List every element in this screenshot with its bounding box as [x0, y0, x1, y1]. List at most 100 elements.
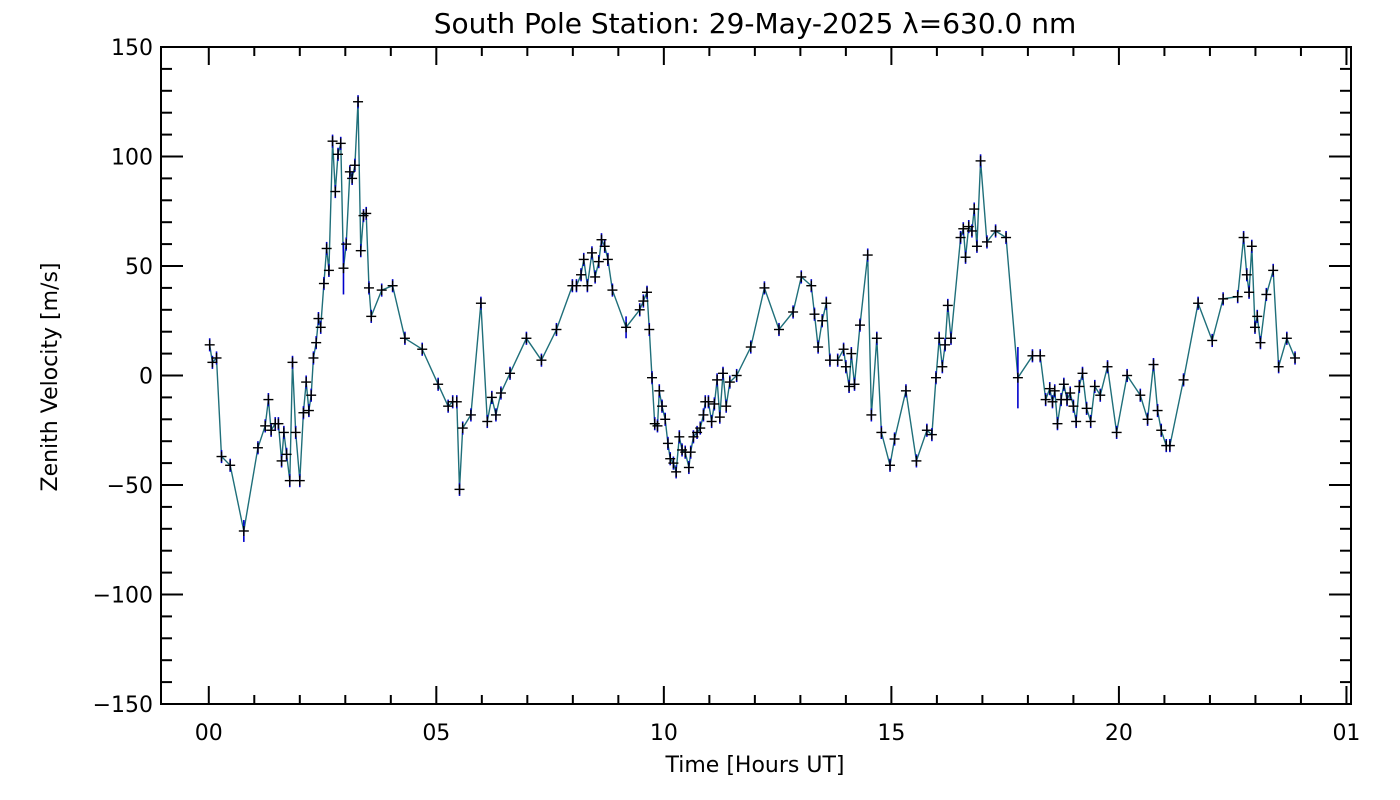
data-point	[330, 186, 341, 197]
data-point	[311, 337, 322, 348]
data-point	[207, 357, 218, 368]
data-point	[451, 396, 462, 407]
data-point	[871, 333, 882, 344]
y-tick-label: 0	[139, 365, 153, 390]
data-point	[1068, 401, 1079, 412]
data-point	[355, 245, 366, 256]
x-axis-label: Time [Hours UT]	[665, 753, 845, 778]
data-point	[1102, 361, 1113, 372]
data-point	[714, 412, 725, 423]
data-point	[634, 304, 645, 315]
data-point	[866, 409, 877, 420]
data-point	[1095, 390, 1106, 401]
data-point	[1252, 311, 1263, 322]
data-point	[840, 361, 851, 372]
data-point	[885, 460, 896, 471]
data-point	[1255, 337, 1266, 348]
data-point	[695, 423, 706, 434]
data-point	[647, 372, 658, 383]
data-point	[1081, 403, 1092, 414]
data-point	[321, 243, 332, 254]
data-point	[1040, 394, 1051, 405]
data-point	[862, 250, 873, 261]
data-point	[724, 377, 735, 388]
y-tick-label: 150	[111, 36, 153, 61]
data-point	[657, 401, 668, 412]
data-point	[838, 344, 849, 355]
data-point	[1085, 416, 1096, 427]
data-point	[1058, 379, 1069, 390]
data-point	[333, 149, 344, 160]
data-point	[817, 315, 828, 326]
y-tick-label: 100	[111, 146, 153, 171]
data-point	[1290, 352, 1301, 363]
data-point	[366, 311, 377, 322]
data-point	[638, 296, 649, 307]
series-velocity	[204, 95, 1301, 542]
data-point	[1232, 291, 1243, 302]
data-point	[1148, 359, 1159, 370]
x-tick-label: 05	[422, 721, 450, 746]
data-point	[990, 225, 1001, 236]
data-point	[1268, 265, 1279, 276]
data-point	[745, 342, 756, 353]
data-point	[349, 160, 360, 171]
data-point	[536, 355, 547, 366]
data-point	[773, 324, 784, 335]
data-point	[1065, 388, 1076, 399]
data-point	[344, 166, 355, 177]
data-point	[846, 348, 857, 359]
data-point	[966, 225, 977, 236]
data-point	[263, 394, 274, 405]
data-point	[1049, 385, 1060, 396]
y-tick-label: −150	[93, 693, 153, 718]
data-point	[1218, 293, 1229, 304]
data-point	[718, 368, 729, 379]
data-point	[940, 339, 951, 350]
x-tick-label: 15	[877, 721, 905, 746]
data-point	[1249, 322, 1260, 333]
data-point	[926, 429, 937, 440]
data-point	[347, 173, 358, 184]
data-point	[323, 265, 334, 276]
data-point	[301, 377, 312, 388]
data-point	[387, 280, 398, 291]
data-point	[930, 372, 941, 383]
data-point	[971, 241, 982, 252]
data-point	[399, 333, 410, 344]
data-point	[1044, 383, 1055, 394]
data-point	[960, 252, 971, 263]
data-point	[294, 475, 305, 486]
data-point	[900, 385, 911, 396]
data-point	[975, 155, 986, 166]
data-point	[1012, 372, 1023, 383]
data-point	[1241, 269, 1252, 280]
data-point	[1142, 414, 1153, 425]
data-point	[278, 427, 289, 438]
data-point	[942, 300, 953, 311]
data-point	[252, 442, 263, 453]
data-point	[1062, 394, 1073, 405]
data-point	[1089, 381, 1100, 392]
x-tick-label: 01	[1332, 721, 1360, 746]
data-point	[958, 223, 969, 234]
data-point	[602, 254, 613, 265]
data-point	[911, 455, 922, 466]
x-tick-label: 20	[1105, 721, 1133, 746]
data-point	[417, 344, 428, 355]
data-point	[582, 280, 593, 291]
data-point	[683, 462, 694, 473]
data-point	[813, 342, 824, 353]
axis-ticks: 00 05 10 15 20 01 −150 −100 −50 0 50 100 150	[93, 36, 1361, 746]
y-tick-label: −50	[107, 474, 153, 499]
data-point	[505, 368, 516, 379]
data-point	[955, 232, 966, 243]
data-point	[806, 280, 817, 291]
data-point	[204, 339, 215, 350]
data-point	[685, 447, 696, 458]
data-point	[260, 420, 271, 431]
data-point	[934, 333, 945, 344]
chart-title: South Pole Station: 29-May-2025 λ=630.0 …	[434, 7, 1077, 40]
data-point	[281, 449, 292, 460]
data-point	[712, 374, 723, 385]
